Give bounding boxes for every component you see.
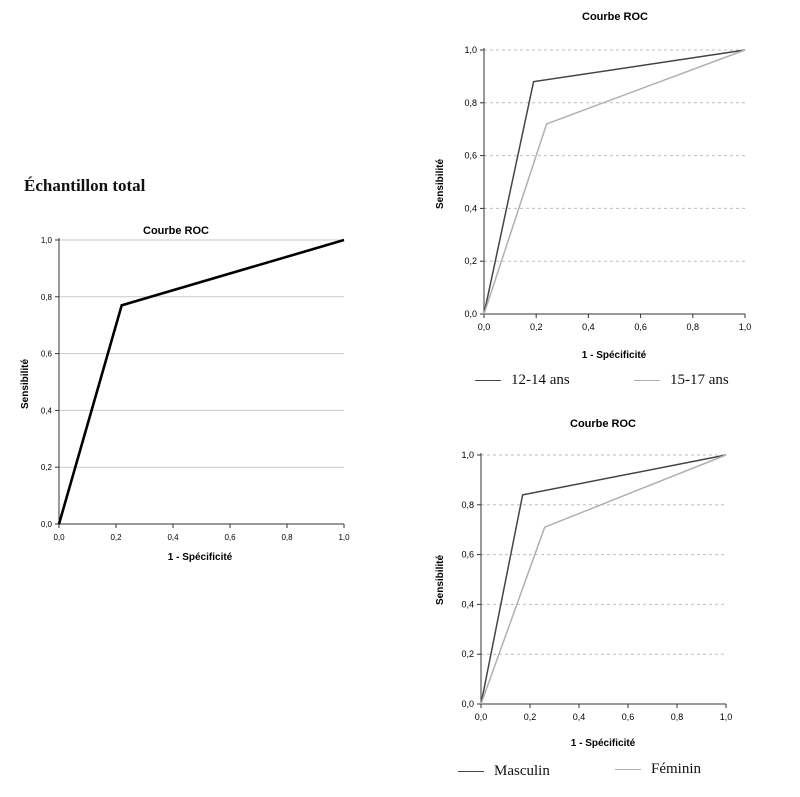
y-tick-label: 0,6: [464, 151, 477, 161]
y-tick-label: 0,2: [461, 649, 474, 659]
y-tick-label: 0,0: [461, 699, 474, 709]
legend-item-15-17: 15-17 ans: [634, 372, 729, 389]
x-tick-label: 0,4: [582, 322, 595, 332]
legend-swatch: [458, 771, 484, 772]
legend-label: Féminin: [651, 761, 702, 777]
x-tick-label: 0,8: [671, 712, 684, 722]
x-tick-label: 0,4: [573, 712, 586, 722]
roc-curve-series-2: [483, 49, 746, 315]
y-tick-label: 0,4: [461, 599, 474, 609]
x-tick-label: 0,4: [167, 533, 179, 542]
legend-item-masculin: Masculin: [458, 763, 550, 780]
x-tick-label: 0,0: [478, 322, 491, 332]
y-tick-label: 0,8: [461, 500, 474, 510]
y-axis-title: Sensibilité: [435, 555, 446, 605]
x-tick-label: 0,2: [530, 322, 543, 332]
legend-item-12-14: 12-14 ans: [475, 372, 570, 389]
x-tick-label: 0,6: [622, 712, 635, 722]
y-axis-title: Sensibilité: [20, 359, 31, 409]
roc-curve-series-1: [57, 238, 345, 525]
x-tick-label: 0,6: [634, 322, 647, 332]
chart-title: Courbe ROC: [143, 225, 209, 237]
y-tick-label: 0,6: [41, 350, 53, 359]
legend-item-feminin: Féminin: [615, 761, 701, 778]
legend-swatch: [634, 380, 660, 381]
roc-curve-series-1: [480, 454, 727, 705]
legend-label: 12-14 ans: [511, 372, 570, 388]
y-axis-title: Sensibilité: [435, 159, 446, 209]
x-axis-title: 1 - Spécificité: [168, 552, 233, 563]
y-tick-label: 0,2: [41, 463, 53, 472]
x-axis-title: 1 - Spécificité: [582, 350, 647, 361]
chart-title: Courbe ROC: [570, 418, 636, 430]
legend-label: 15-17 ans: [670, 372, 729, 388]
x-tick-label: 0,2: [110, 533, 122, 542]
x-tick-label: 0,6: [224, 533, 236, 542]
x-tick-label: 0,2: [524, 712, 537, 722]
y-tick-label: 0,0: [41, 520, 53, 529]
y-tick-label: 1,0: [461, 450, 474, 460]
chart-title: Courbe ROC: [582, 11, 648, 23]
y-tick-label: 0,8: [41, 293, 53, 302]
x-tick-label: 1,0: [720, 712, 733, 722]
y-tick-label: 1,0: [464, 45, 477, 55]
section-heading: Échantillon total: [24, 176, 146, 195]
legend-label: Masculin: [494, 763, 550, 779]
y-tick-label: 1,0: [41, 236, 53, 245]
y-tick-label: 0,0: [464, 309, 477, 319]
roc-curve-series-1: [483, 49, 746, 315]
x-tick-label: 1,0: [739, 322, 752, 332]
x-tick-label: 0,8: [281, 533, 293, 542]
x-tick-label: 1,0: [338, 533, 350, 542]
roc-curve-series-2: [480, 454, 727, 705]
x-tick-label: 0,0: [475, 712, 488, 722]
legend-swatch: [475, 380, 501, 381]
y-tick-label: 0,2: [464, 256, 477, 266]
y-tick-label: 0,8: [464, 98, 477, 108]
y-tick-label: 0,4: [41, 406, 53, 415]
x-axis-title: 1 - Spécificité: [571, 738, 636, 749]
x-tick-label: 0,0: [53, 533, 65, 542]
x-tick-label: 0,8: [687, 322, 700, 332]
legend-swatch: [615, 769, 641, 770]
y-tick-label: 0,4: [464, 203, 477, 213]
y-tick-label: 0,6: [461, 550, 474, 560]
